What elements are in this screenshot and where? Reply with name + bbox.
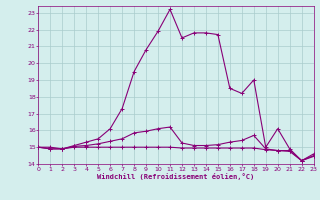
X-axis label: Windchill (Refroidissement éolien,°C): Windchill (Refroidissement éolien,°C) xyxy=(97,173,255,180)
